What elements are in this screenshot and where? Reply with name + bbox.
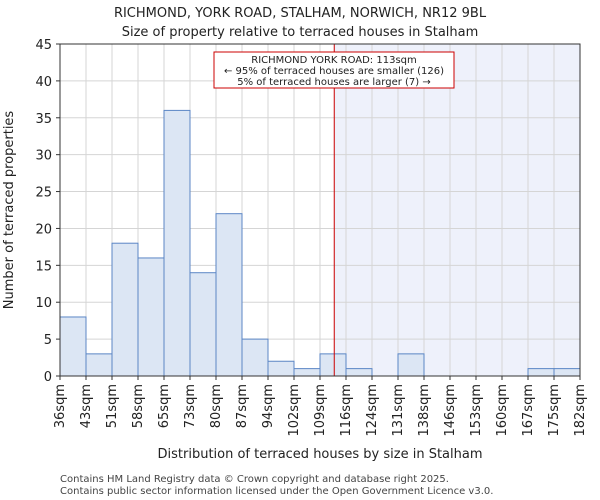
- bar-175sqm: [553, 368, 581, 377]
- x-tick-label: 80sqm: [209, 384, 224, 428]
- y-tick-label: 45: [35, 38, 52, 53]
- bar-102sqm: [293, 368, 321, 377]
- x-tick-label: 58sqm: [131, 384, 146, 428]
- x-tick-label: 109sqm: [313, 384, 328, 437]
- annotation-line-1: RICHMOND YORK ROAD: 113sqm: [251, 55, 417, 66]
- bars-group: [59, 109, 581, 377]
- bar-131sqm: [397, 353, 425, 377]
- y-axis-label: Number of terraced properties: [2, 111, 17, 310]
- x-axis-ticks: 36sqm 43sqm 51sqm 58sqm 65sqm 73sqm 80sqm 87sqm…: [53, 376, 588, 437]
- x-tick-label: 102sqm: [287, 384, 302, 437]
- x-tick-label: 182sqm: [573, 384, 588, 437]
- y-tick-label: 0: [44, 370, 52, 385]
- bar-116sqm: [345, 368, 373, 377]
- x-tick-label: 175sqm: [547, 384, 562, 437]
- y-tick-label: 25: [35, 186, 52, 201]
- x-tick-label: 94sqm: [261, 384, 276, 428]
- bar-51sqm: [111, 242, 139, 377]
- y-tick-label: 5: [44, 333, 52, 348]
- y-tick-label: 20: [35, 222, 52, 237]
- bar-58sqm: [137, 257, 165, 377]
- y-tick-label: 15: [35, 259, 52, 274]
- y-tick-label: 30: [35, 149, 52, 164]
- x-tick-label: 87sqm: [235, 384, 250, 428]
- x-tick-label: 43sqm: [79, 384, 94, 428]
- x-tick-label: 131sqm: [391, 384, 406, 437]
- chart-title: RICHMOND, YORK ROAD, STALHAM, NORWICH, N…: [114, 6, 487, 21]
- y-tick-label: 10: [35, 296, 52, 311]
- annotation-box: RICHMOND YORK ROAD: 113sqm ← 95% of terr…: [213, 51, 455, 89]
- y-tick-label: 40: [35, 75, 52, 90]
- bar-109sqm: [319, 353, 347, 377]
- x-axis-label: Distribution of terraced houses by size …: [158, 447, 483, 462]
- chart-subtitle: Size of property relative to terraced ho…: [122, 25, 479, 40]
- annotation-line-2: ← 95% of terraced houses are smaller (12…: [224, 66, 444, 77]
- highlight-region: [334, 44, 580, 376]
- bar-87sqm: [241, 338, 269, 377]
- annotation-line-3: 5% of terraced houses are larger (7) →: [237, 77, 431, 88]
- x-tick-label: 160sqm: [495, 384, 510, 437]
- x-tick-label: 146sqm: [443, 384, 458, 437]
- footer-line-1: Contains HM Land Registry data © Crown c…: [60, 474, 449, 485]
- x-tick-label: 167sqm: [521, 384, 536, 437]
- x-tick-label: 65sqm: [157, 384, 172, 428]
- x-tick-label: 51sqm: [105, 384, 120, 428]
- x-tick-label: 138sqm: [417, 384, 432, 437]
- x-tick-label: 73sqm: [183, 384, 198, 428]
- x-tick-label: 124sqm: [365, 384, 380, 437]
- x-tick-label: 36sqm: [53, 384, 68, 428]
- bar-43sqm: [85, 353, 113, 377]
- x-tick-label: 116sqm: [339, 384, 354, 437]
- x-tick-label: 153sqm: [469, 384, 484, 437]
- bar-80sqm: [215, 213, 243, 377]
- bar-73sqm: [189, 272, 217, 377]
- y-axis-ticks: 0 5 10 15 20 25 30 35 40 45: [35, 38, 60, 385]
- footer-line-2: Contains public sector information licen…: [60, 486, 493, 497]
- bar-36sqm: [59, 316, 87, 377]
- y-tick-label: 35: [35, 112, 52, 127]
- bar-65sqm: [163, 109, 191, 377]
- bar-94sqm: [267, 360, 295, 377]
- annotation-frame: [213, 51, 455, 89]
- bar-167sqm: [527, 368, 555, 377]
